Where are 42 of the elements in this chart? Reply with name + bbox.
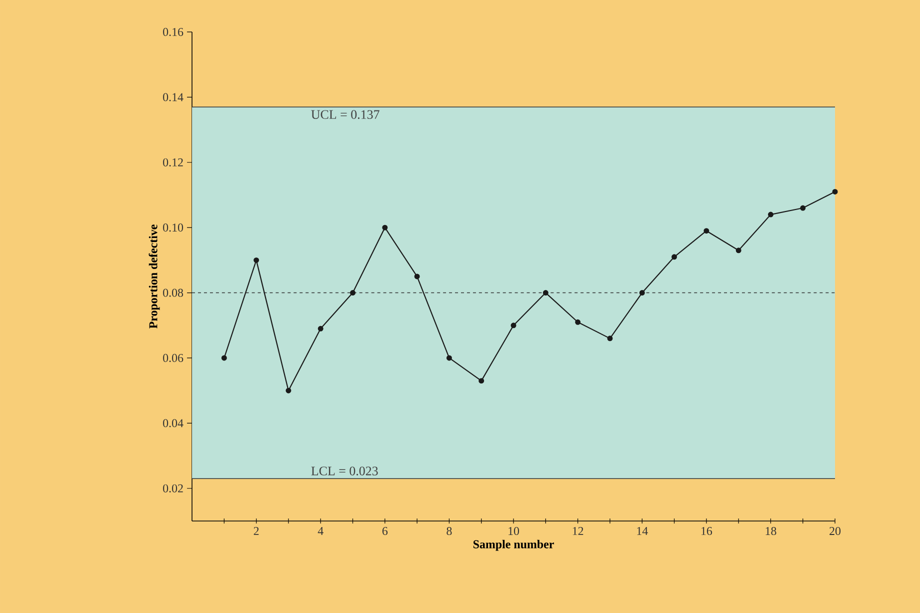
y-tick-label: 0.16 (163, 28, 184, 36)
point (510, 322, 516, 328)
point (478, 378, 484, 384)
point (318, 326, 324, 332)
ref-line-label: LCL = 0.023 (311, 466, 378, 476)
point (221, 355, 227, 361)
y-tick-label: 0.02 (163, 484, 183, 492)
x-tick-label: 14 (637, 527, 648, 535)
ref-line-label: UCL = 0.137 (311, 110, 380, 119)
x-tick-label: 4 (318, 526, 324, 535)
point (704, 228, 710, 234)
point (736, 248, 742, 254)
point (286, 388, 292, 394)
point (254, 257, 260, 263)
point (607, 336, 613, 342)
y-tick-label: 0.12 (163, 158, 183, 166)
y-tick-label: 0.04 (163, 419, 184, 428)
y-tick-label: 0.06 (163, 354, 184, 362)
point (832, 188, 838, 194)
y-tick-label: 0.14 (163, 93, 184, 102)
y-tick-label: 0.10 (163, 224, 184, 232)
x-tick-label: 18 (766, 526, 776, 536)
point (382, 224, 388, 230)
x-tick-label: 2 (254, 526, 259, 535)
x-tick-label: 12 (572, 526, 584, 535)
point (414, 274, 420, 280)
point (672, 254, 677, 260)
x-tick-label: 16 (701, 526, 712, 536)
x-tick-label: 8 (446, 526, 452, 536)
point (800, 205, 806, 211)
point (350, 290, 356, 296)
point (768, 212, 774, 218)
point (639, 290, 645, 296)
x-tick-label: 20 (830, 526, 841, 536)
point (542, 290, 548, 296)
y-tick-label: 0.08 (163, 288, 184, 297)
y-axis-title: Proportion defective (148, 224, 160, 328)
x-axis-title: Sample number (473, 540, 554, 551)
point (446, 355, 452, 361)
point (575, 319, 581, 325)
x-tick-label: 6 (382, 526, 388, 536)
x-tick-label: 10 (508, 526, 520, 536)
